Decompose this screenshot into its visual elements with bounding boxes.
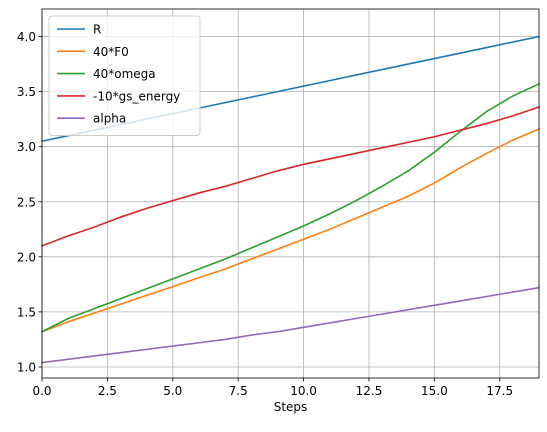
legend-label: 40*F0 [93,45,129,59]
x-tick-label: 5.0 [163,384,182,398]
legend-label: R [93,23,101,37]
legend-label: -10*gs_energy [93,89,180,103]
y-tick-label: 3.5 [17,85,36,99]
legend-label: 40*omega [93,67,156,81]
plot-frame [41,8,540,379]
x-axis-label: Steps [274,400,308,414]
legend-label: alpha [93,112,126,126]
x-axis-ticks: 0.0 2.5 5.0 7.5 10.0 12.5 15.0 17.5 [32,378,513,398]
x-tick-label: 0.0 [32,384,51,398]
y-axis-ticks: 1.0 1.5 2.0 2.5 3.0 3.5 4.0 [17,30,42,374]
series-line-2 [40,82,541,333]
y-tick-label: 1.0 [17,360,36,374]
y-tick-label: 2.0 [17,250,36,264]
series-line-3 [40,106,541,247]
x-tick-label: 2.5 [98,384,117,398]
x-tick-label: 15.0 [421,384,448,398]
series-line-4 [41,286,540,364]
series-line-1 [40,128,541,333]
y-tick-label: 3.0 [17,140,36,154]
x-tick-label: 17.5 [486,384,513,398]
legend-box [48,15,201,136]
x-tick-label: 12.5 [356,384,383,398]
y-tick-label: 2.5 [17,195,36,209]
x-tick-label: 7.5 [229,384,248,398]
y-tick-label: 4.0 [17,30,36,44]
y-tick-label: 1.5 [17,305,36,319]
x-tick-label: 10.0 [290,384,317,398]
